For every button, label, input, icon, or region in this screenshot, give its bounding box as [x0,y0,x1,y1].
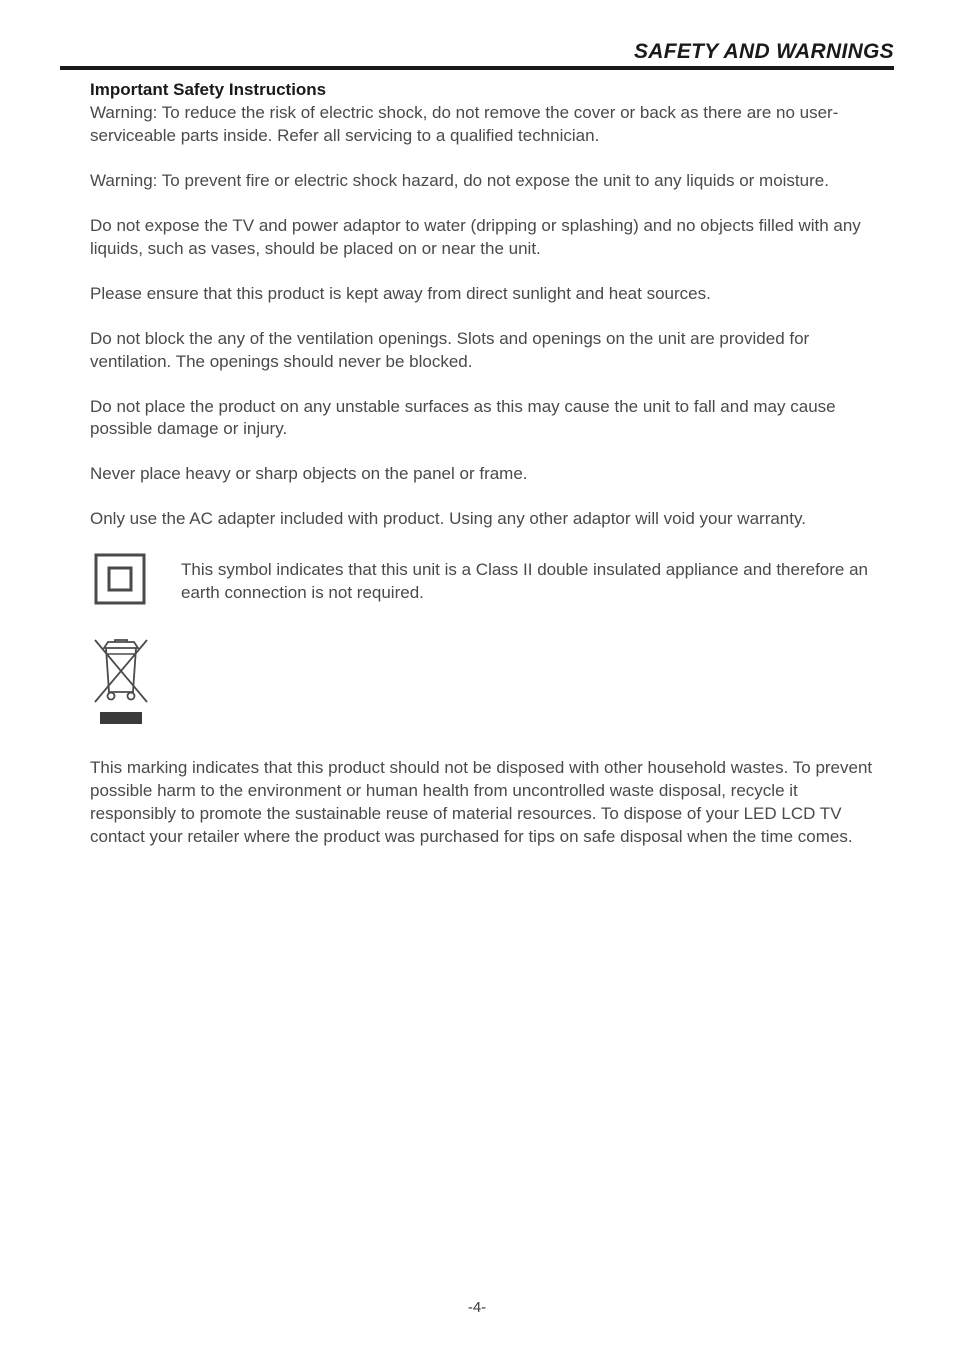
paragraph-6: Do not place the product on any unstable… [90,396,884,442]
page-number: -4- [0,1299,954,1316]
paragraph-1: Warning: To reduce the risk of electric … [90,102,884,148]
paragraph-3: Do not expose the TV and power adaptor t… [90,215,884,261]
class2-symbol-text: This symbol indicates that this unit is … [181,559,884,605]
class2-symbol-row: This symbol indicates that this unit is … [90,553,884,610]
weee-crossed-bin-icon [90,638,884,735]
paragraph-4: Please ensure that this product is kept … [90,283,884,306]
content-area: Important Safety Instructions Warning: T… [60,80,894,849]
paragraph-7: Never place heavy or sharp objects on th… [90,463,884,486]
page-header-title: SAFETY AND WARNINGS [60,40,894,64]
paragraph-5: Do not block the any of the ventilation … [90,328,884,374]
section-subtitle: Important Safety Instructions [90,80,884,100]
paragraph-2: Warning: To prevent fire or electric sho… [90,170,884,193]
header-rule: SAFETY AND WARNINGS [60,40,894,70]
paragraph-8: Only use the AC adapter included with pr… [90,508,884,531]
class2-double-insulation-icon [94,553,146,610]
paragraph-9: This marking indicates that this product… [90,757,884,849]
